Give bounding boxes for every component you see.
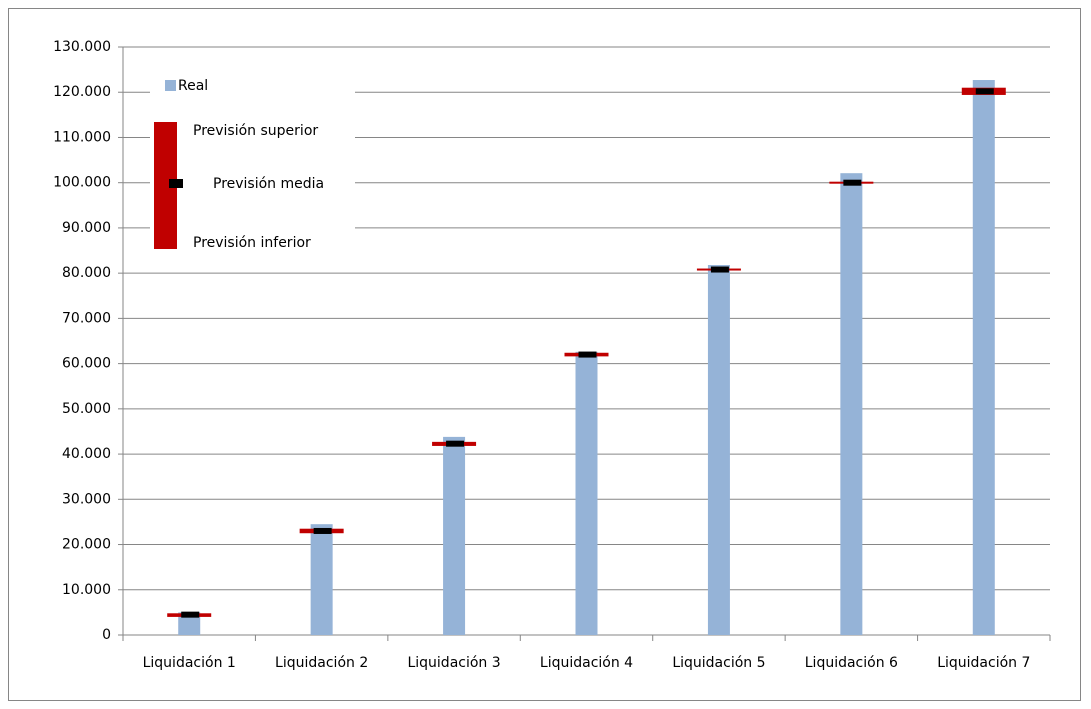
bar: [840, 173, 863, 635]
y-tick-label: 40.000: [62, 446, 111, 462]
x-tick-label: Liquidación 3: [407, 655, 500, 671]
x-tick-label: Liquidación 2: [275, 655, 368, 671]
forecast-mean: [181, 611, 200, 618]
forecast-mean: [446, 440, 465, 447]
forecast-mean: [313, 527, 332, 534]
y-tick-label: 120.000: [53, 84, 111, 100]
y-tick-label: 20.000: [62, 537, 111, 553]
x-tick-label: Liquidación 4: [540, 655, 633, 671]
legend-label: Previsión superior: [193, 123, 318, 139]
bar: [310, 524, 333, 635]
legend-swatch: [169, 179, 183, 188]
y-tick-label: 90.000: [62, 220, 111, 236]
y-tick-label: 60.000: [62, 356, 111, 372]
y-tick-label: 0: [102, 627, 111, 643]
bar: [178, 612, 201, 635]
bar: [707, 265, 730, 635]
y-tick-label: 80.000: [62, 265, 111, 281]
y-tick-label: 130.000: [53, 39, 111, 55]
y-tick-label: 100.000: [53, 175, 111, 191]
forecast-mean: [843, 179, 862, 186]
legend-background: [150, 70, 355, 260]
x-tick-label: Liquidación 5: [672, 655, 765, 671]
legend-label: Previsión inferior: [193, 235, 311, 251]
y-tick-label: 10.000: [62, 582, 111, 598]
legend-swatch: [154, 122, 177, 249]
bar: [575, 351, 598, 635]
x-tick-label: Liquidación 1: [143, 655, 236, 671]
legend-label: Previsión media: [213, 176, 324, 192]
forecast-mean: [975, 88, 994, 95]
forecast-mean: [578, 351, 597, 358]
y-tick-label: 30.000: [62, 491, 111, 507]
x-tick-label: Liquidación 6: [805, 655, 898, 671]
y-tick-label: 50.000: [62, 401, 111, 417]
x-tick-label: Liquidación 7: [937, 655, 1030, 671]
legend-label: Real: [178, 78, 208, 94]
forecast-mean: [710, 266, 729, 273]
bar: [972, 80, 995, 636]
y-tick-label: 110.000: [53, 129, 111, 145]
legend-swatch: [165, 80, 176, 91]
y-tick-label: 70.000: [62, 310, 111, 326]
bar: [443, 436, 466, 635]
